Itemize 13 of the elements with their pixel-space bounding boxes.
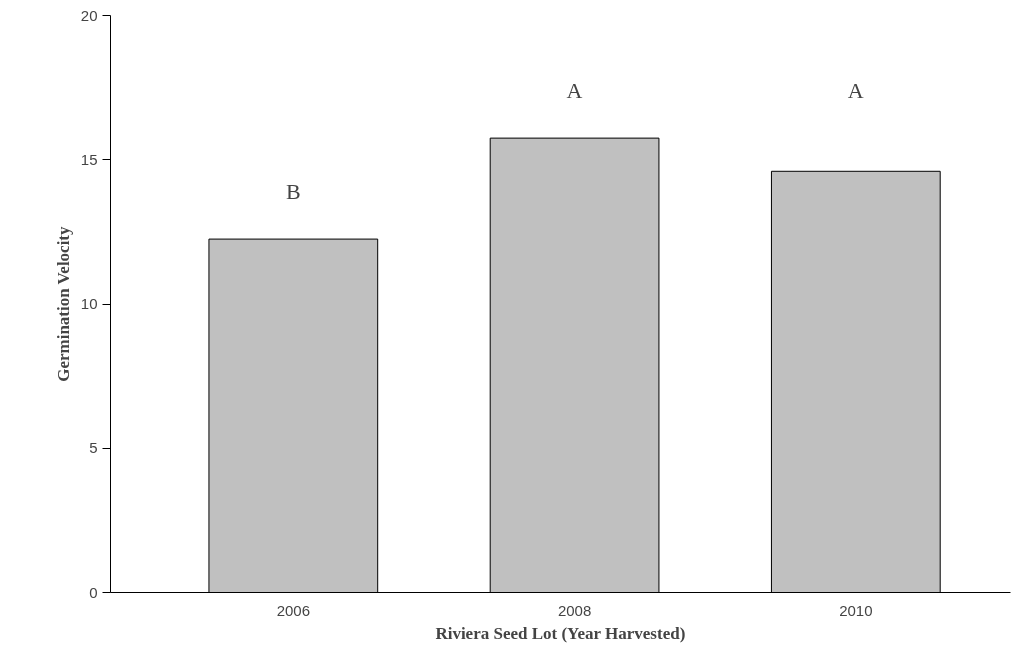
annotation: B <box>285 179 301 205</box>
x-tick-label: 2006 <box>276 601 310 619</box>
x-axis-title: Riviera Seed Lot (Year Harvested) <box>435 623 686 643</box>
annotation: A <box>847 78 864 104</box>
y-tick-label: 15 <box>80 150 98 168</box>
x-tick-label: 2008 <box>557 601 592 619</box>
y-tick-label: 5 <box>89 439 98 457</box>
y-tick-label: 10 <box>80 295 98 312</box>
y-axis-title: Germination Velocity <box>53 225 73 382</box>
annotation: A <box>566 78 583 104</box>
y-tick-label: 20 <box>80 6 98 24</box>
y-tick-label: 0 <box>89 583 98 601</box>
x-tick-label: 2010 <box>839 601 873 619</box>
